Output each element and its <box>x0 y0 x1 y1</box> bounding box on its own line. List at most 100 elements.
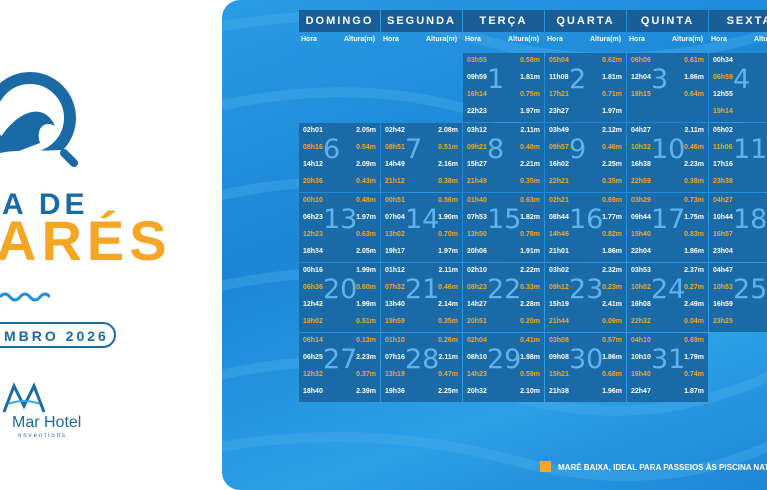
tide-time: 01h12 <box>385 267 405 274</box>
month-badge: MBRO 2026 <box>0 322 116 348</box>
tide-height: 2.11m <box>684 127 704 134</box>
altura-column-label: Altura(m) <box>672 36 704 43</box>
tide-height: 2.23m <box>684 161 704 168</box>
tide-height: 2.14m <box>438 301 458 308</box>
day-number: 4 <box>733 64 751 95</box>
tide-height: 1.75m <box>684 214 704 221</box>
tide-time: 21h44 <box>549 318 569 325</box>
tide-time: 11h08 <box>549 74 569 81</box>
month-label: MBRO 2026 <box>4 328 109 344</box>
day-number: 6 <box>323 134 341 165</box>
legend-label: MARÉ BAIXA, IDEAL PARA PASSEIOS ÀS PISCI… <box>558 463 767 472</box>
tide-time: 18h34 <box>303 248 323 255</box>
day-cell: 20 00h16 1.99m 06h36 0.60m 12h42 1.99m 19h02 0.5… <box>299 263 380 332</box>
tide-height: 0.27m <box>684 284 704 291</box>
tide-time: 20h51 <box>467 318 487 325</box>
tide-time: 00h51 <box>385 197 405 204</box>
tide-time: 09h21 <box>467 144 487 151</box>
tide-time: 06h23 <box>303 214 323 221</box>
tide-time: 19h02 <box>303 318 323 325</box>
tide-time: 21h12 <box>385 178 405 185</box>
tide-time: 06h25 <box>303 354 323 361</box>
tide-time: 04h27 <box>631 127 651 134</box>
tide-time: 22h04 <box>631 248 651 255</box>
tide-time: 09h08 <box>549 354 569 361</box>
title-line-2: ARÉS <box>0 209 172 272</box>
tide-time: 16h08 <box>631 301 651 308</box>
tide-time: 19h36 <box>385 388 405 395</box>
tide-height: 0.46m <box>438 284 458 291</box>
tide-height: 0.78m <box>520 231 540 238</box>
tide-time: 10h32 <box>631 144 651 151</box>
tide-time: 18h15 <box>631 91 651 98</box>
tide-height: 2.23m <box>356 354 376 361</box>
altura-column-label: Altura(m) <box>344 36 376 43</box>
day-cell: 4 00h34 06h59 12h55 19h14 <box>709 53 767 122</box>
tide-time: 09h59 <box>467 74 487 81</box>
tide-time: 03h53 <box>631 267 651 274</box>
tide-height: 0.46m <box>602 144 622 151</box>
tide-height: 1.82m <box>520 214 540 221</box>
tide-height: 0.13m <box>356 337 376 344</box>
tide-time: 02h21 <box>549 197 569 204</box>
day-cell: 6 02h01 2.05m 08h16 0.54m 14h12 2.09m 20h36 0.43… <box>299 123 380 192</box>
tide-time: 22h47 <box>631 388 651 395</box>
day-header-1: SEGUNDA <box>381 10 462 32</box>
day-cell: 23 03h02 2.32m 09h12 0.23m 15h19 2.41m 21h44 0.0… <box>545 263 626 332</box>
tide-height: 0.51m <box>356 318 376 325</box>
tide-height: 2.39m <box>356 388 376 395</box>
tide-height: 0.62m <box>602 57 622 64</box>
tide-height: 0.71m <box>602 91 622 98</box>
tide-height: 0.75m <box>520 91 540 98</box>
tide-time: 07h32 <box>385 284 405 291</box>
tide-time: 22h23 <box>467 108 487 115</box>
tide-time: 17h21 <box>549 91 569 98</box>
tide-time: 13h40 <box>385 301 405 308</box>
tide-time: 13h02 <box>385 231 405 238</box>
tide-height: 2.28m <box>520 301 540 308</box>
tide-time: 16h59 <box>713 301 733 308</box>
tide-time: 20h06 <box>467 248 487 255</box>
day-cell: 28 01h10 0.26m 07h16 2.11m 13h19 0.47m 19h36 2.2… <box>381 333 462 402</box>
tide-height: 0.82m <box>602 231 622 238</box>
tide-time: 15h27 <box>467 161 487 168</box>
tide-height: 2.10m <box>520 388 540 395</box>
tide-time: 01h10 <box>385 337 405 344</box>
tide-time: 10h02 <box>631 284 651 291</box>
tide-height: 0.59m <box>520 371 540 378</box>
tide-time: 00h16 <box>303 267 323 274</box>
tide-time: 16h38 <box>631 161 651 168</box>
tide-height: 0.60m <box>356 284 376 291</box>
tide-time: 08h44 <box>549 214 569 221</box>
day-cell: 17 03h29 0.73m 09h44 1.75m 15h40 0.83m 22h04 1.8… <box>627 193 708 262</box>
tide-height: 0.74m <box>684 371 704 378</box>
hora-column-label: Hora <box>547 36 563 43</box>
tide-time: 08h23 <box>467 284 487 291</box>
tide-time: 03h29 <box>631 197 651 204</box>
tide-height: 0.51m <box>438 144 458 151</box>
day-number: 16 <box>569 204 604 235</box>
tide-time: 00h34 <box>713 57 733 64</box>
day-cell: 14 00h51 0.56m 07h04 1.90m 13h02 0.70m 19h17 1.9… <box>381 193 462 262</box>
tide-height: 1.86m <box>684 248 704 255</box>
day-number: 14 <box>405 204 440 235</box>
tide-height: 2.08m <box>438 127 458 134</box>
day-number: 1 <box>487 64 505 95</box>
tide-height: 2.25m <box>602 161 622 168</box>
brand-panel: A DE ARÉS MBRO 2026 Mar Hotel onventions <box>0 0 240 490</box>
day-number: 13 <box>323 204 358 235</box>
day-cell: 22 02h10 2.22m 08h23 0.33m 14h27 2.28m 20h51 0.2… <box>463 263 544 332</box>
day-cell: 8 03h12 2.11m 09h21 0.48m 15h27 2.21m 21h49 0.35… <box>463 123 544 192</box>
day-cell: 24 03h53 2.37m 10h02 0.27m 16h08 2.49m 22h32 0.0… <box>627 263 708 332</box>
tide-height: 1.99m <box>356 267 376 274</box>
tide-height: 1.81m <box>520 74 540 81</box>
day-number: 23 <box>569 274 604 305</box>
tide-time: 06h06 <box>631 57 651 64</box>
day-cell: 21 01h12 2.11m 07h32 0.46m 13h40 2.14m 19h59 0.3… <box>381 263 462 332</box>
tide-height: 0.68m <box>602 371 622 378</box>
tide-height: 2.05m <box>356 248 376 255</box>
tide-height: 0.54m <box>356 144 376 151</box>
day-cell: 15 01h40 0.63m 07h53 1.82m 13h50 0.78m 20h06 1.9… <box>463 193 544 262</box>
tide-time: 18h40 <box>303 388 323 395</box>
tide-height: 0.46m <box>684 144 704 151</box>
